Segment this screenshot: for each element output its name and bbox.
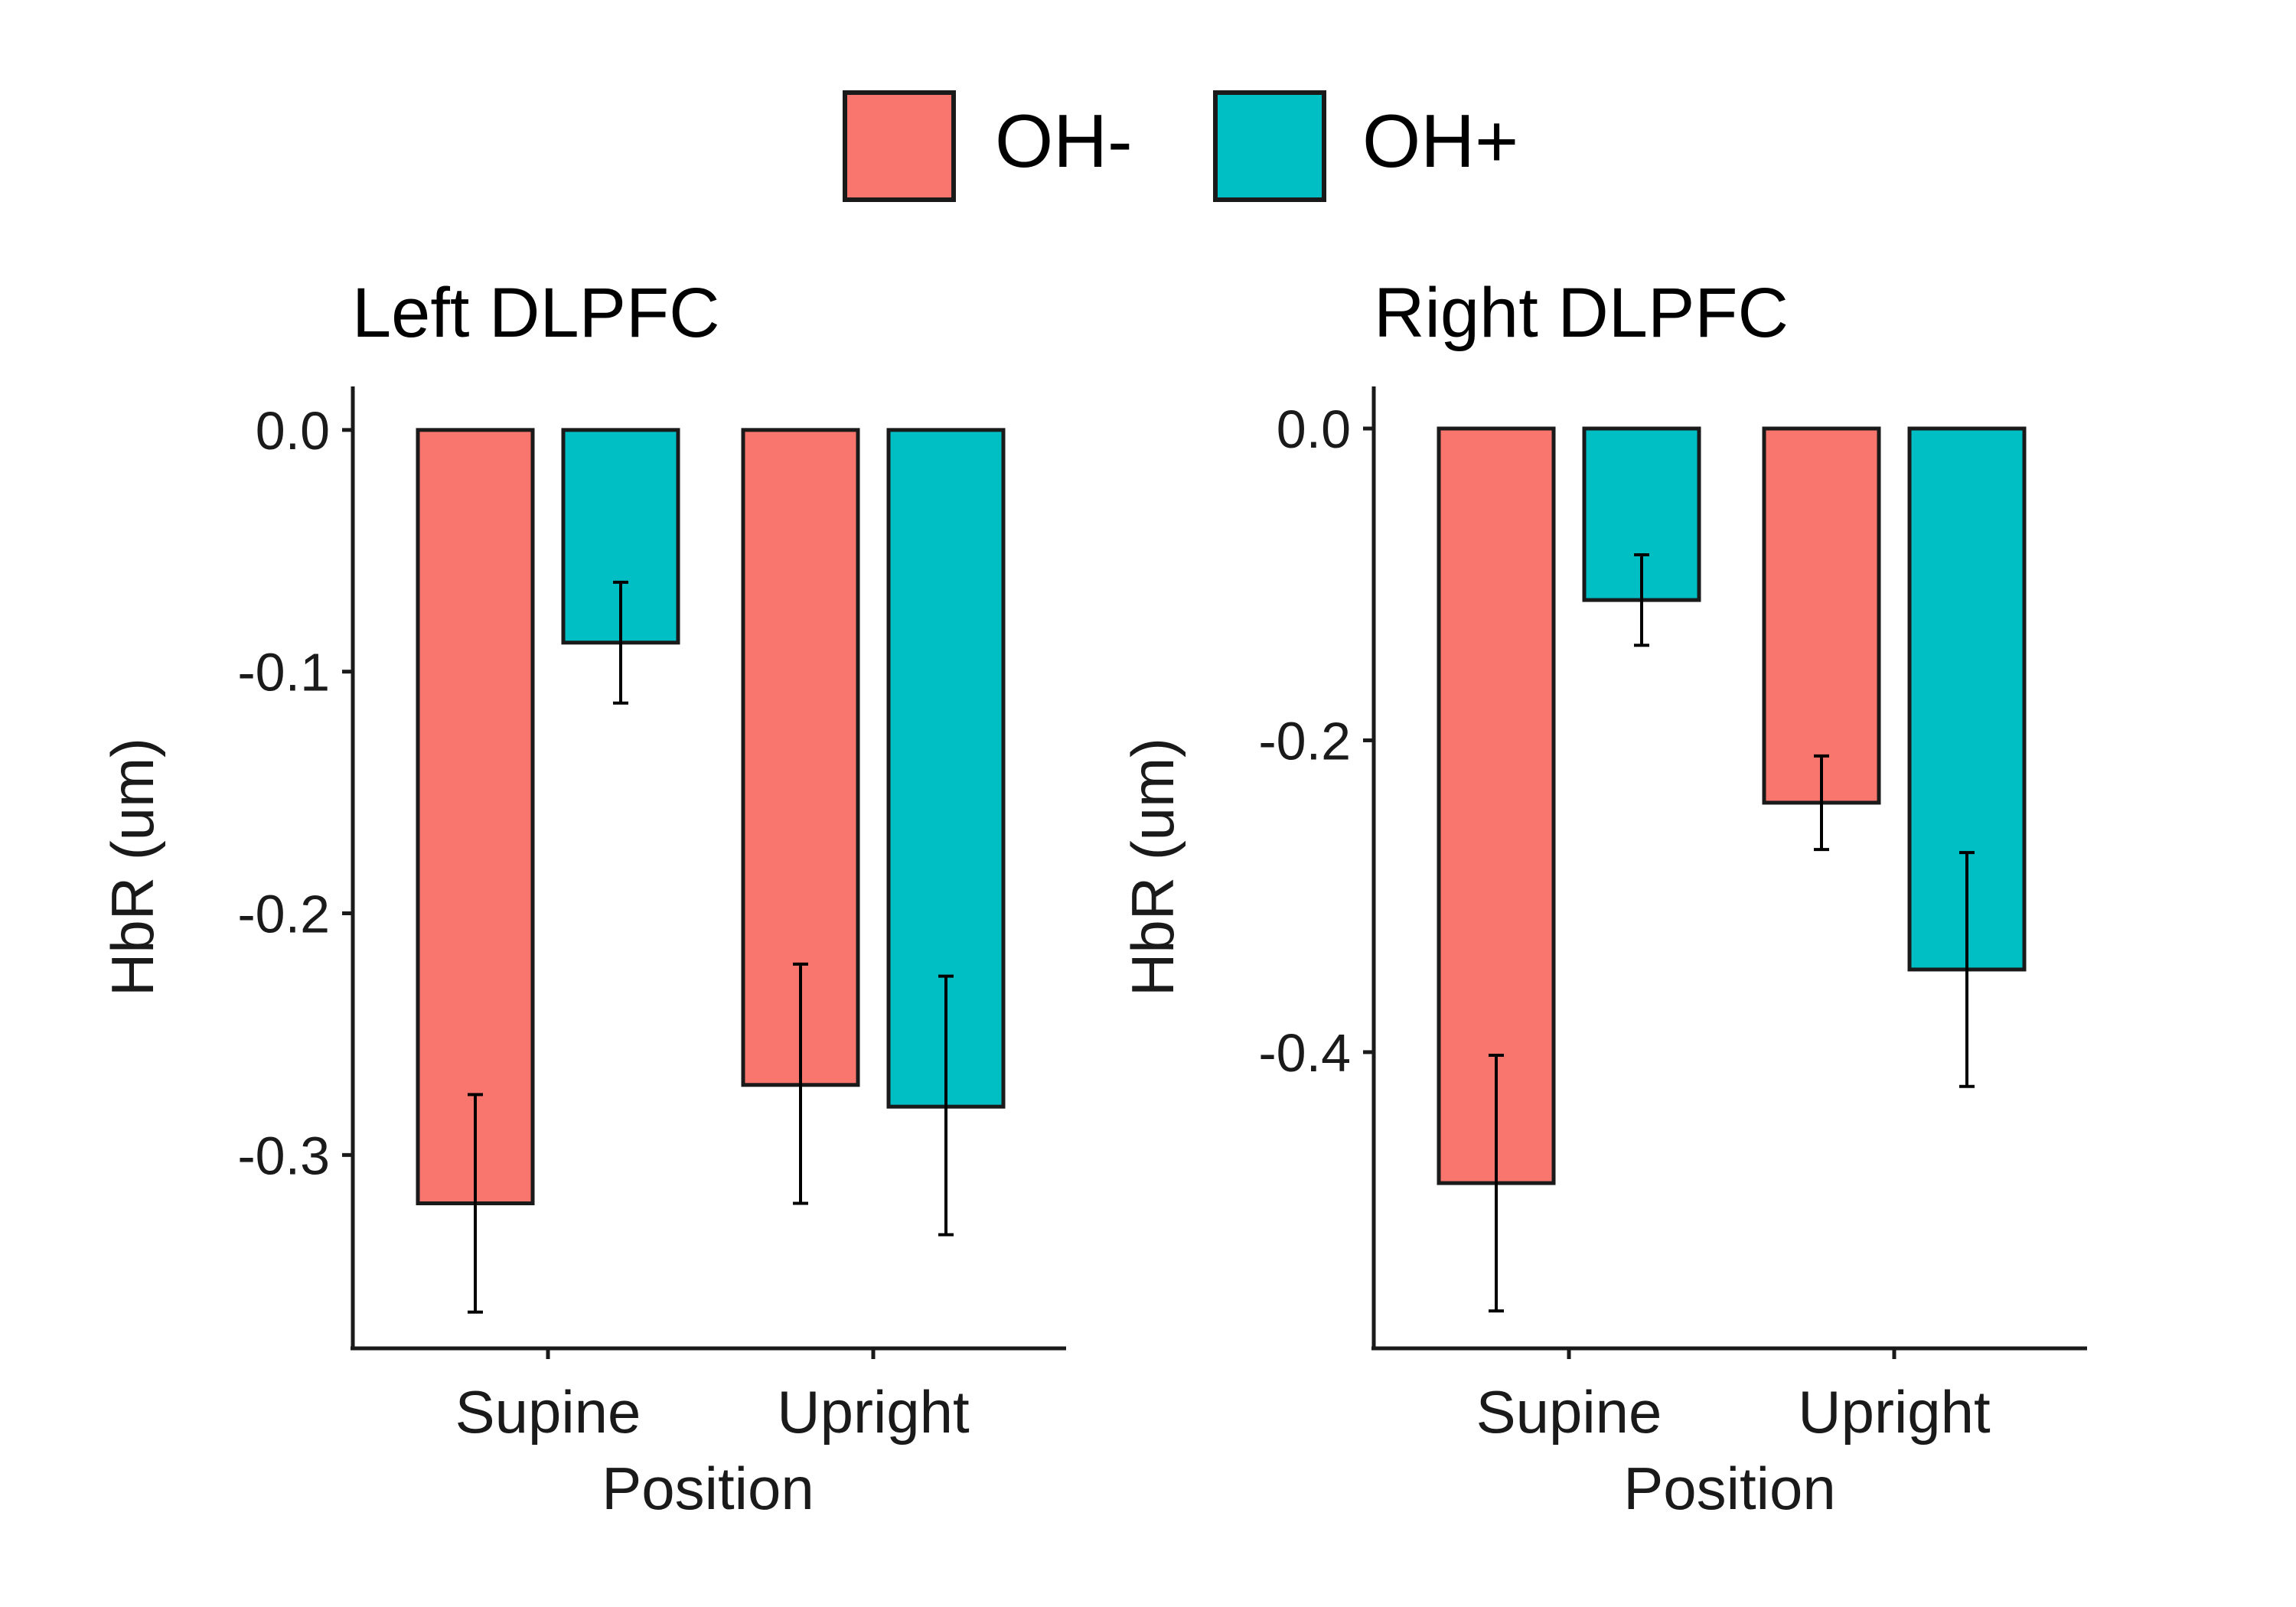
error-bars-right	[1489, 553, 1975, 1313]
legend-label-oh-minus: OH-	[995, 99, 1133, 183]
y-tick-label: -0.1	[237, 643, 330, 702]
panel-left: Left DLPFC 0.0 -0.1 -0.2 -0.3 Supine Upright…	[99, 274, 1066, 1522]
x-axis-title-right: Position	[1623, 1455, 1836, 1522]
legend-swatch-oh-minus	[843, 90, 956, 202]
x-tick-label: Supine	[1476, 1378, 1662, 1446]
legend: OH- OH+	[843, 90, 1518, 202]
y-axis-title-left: HbR (um)	[99, 738, 166, 996]
y-tick-label: -0.3	[237, 1126, 330, 1185]
y-tick-label: 0.0	[256, 401, 330, 461]
error-bars-left	[468, 580, 954, 1314]
bars-right	[1437, 426, 2027, 1185]
panel-title-right: Right DLPFC	[1374, 274, 1789, 352]
legend-swatch-oh-plus	[1213, 90, 1326, 202]
panel-right: Right DLPFC 0.0 -0.2 -0.4 Supine Upright Po…	[1119, 274, 2087, 1522]
x-tick-labels-right: Supine Upright	[1476, 1348, 1991, 1446]
x-axis-title-left: Position	[602, 1455, 814, 1522]
panel-title-left: Left DLPFC	[352, 274, 720, 352]
x-tick-label: Supine	[455, 1378, 641, 1446]
x-tick-label: Upright	[1798, 1378, 1991, 1446]
y-tick-label: -0.4	[1258, 1023, 1351, 1083]
bar-ohminus-supine	[416, 428, 535, 1206]
y-tick-label: -0.2	[1258, 711, 1351, 771]
bars-left	[416, 428, 1006, 1206]
y-axis-title-right: HbR (um)	[1119, 738, 1186, 996]
x-tick-labels-left: Supine Upright	[455, 1348, 970, 1446]
y-tick-labels-left: 0.0 -0.1 -0.2 -0.3	[237, 401, 353, 1185]
y-tick-label: -0.2	[237, 885, 330, 944]
x-tick-label: Upright	[777, 1378, 970, 1446]
y-tick-labels-right: 0.0 -0.2 -0.4	[1258, 399, 1374, 1083]
bar-ohminus-upright	[1762, 426, 1881, 805]
y-tick-label: 0.0	[1277, 399, 1351, 459]
legend-label-oh-plus: OH+	[1362, 99, 1518, 183]
